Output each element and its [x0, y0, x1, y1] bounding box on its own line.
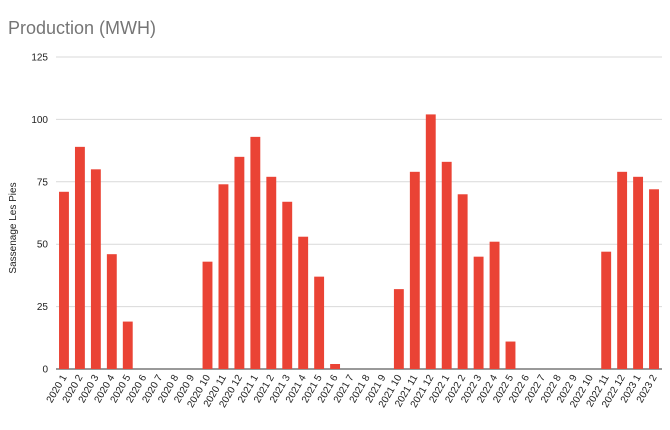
y-tick-label: 0	[42, 365, 48, 376]
bar	[425, 114, 436, 370]
bar	[314, 276, 325, 369]
y-axis-ticks: 0 25 50 75 100 125	[31, 53, 48, 376]
bar	[298, 236, 309, 369]
bar	[489, 241, 500, 369]
bar	[106, 254, 117, 369]
bar	[649, 189, 659, 369]
bar	[457, 194, 468, 369]
bar	[59, 191, 69, 369]
bar	[409, 171, 420, 369]
bar	[617, 171, 628, 369]
y-tick-label: 50	[37, 240, 49, 251]
y-tick-label: 75	[37, 177, 49, 188]
bar	[250, 136, 261, 369]
chart-title: Production (MWH)	[8, 18, 157, 38]
bars	[59, 114, 659, 370]
bar	[393, 289, 404, 369]
y-tick-label: 25	[37, 302, 49, 313]
bar	[330, 364, 341, 369]
bar	[633, 176, 644, 369]
y-axis-title: Sassenage Les Pies	[8, 182, 19, 273]
bar	[601, 251, 612, 369]
gridlines	[56, 56, 662, 370]
bar	[234, 156, 245, 369]
bar	[122, 321, 133, 369]
y-tick-label: 100	[31, 115, 48, 126]
bar	[473, 256, 484, 369]
bar	[74, 146, 85, 369]
bar	[282, 201, 293, 369]
bar	[266, 176, 277, 369]
bar	[218, 184, 229, 369]
bar	[90, 169, 101, 369]
y-tick-label: 125	[31, 53, 48, 64]
bar	[441, 161, 452, 369]
bar	[202, 261, 213, 369]
bar	[505, 341, 516, 369]
